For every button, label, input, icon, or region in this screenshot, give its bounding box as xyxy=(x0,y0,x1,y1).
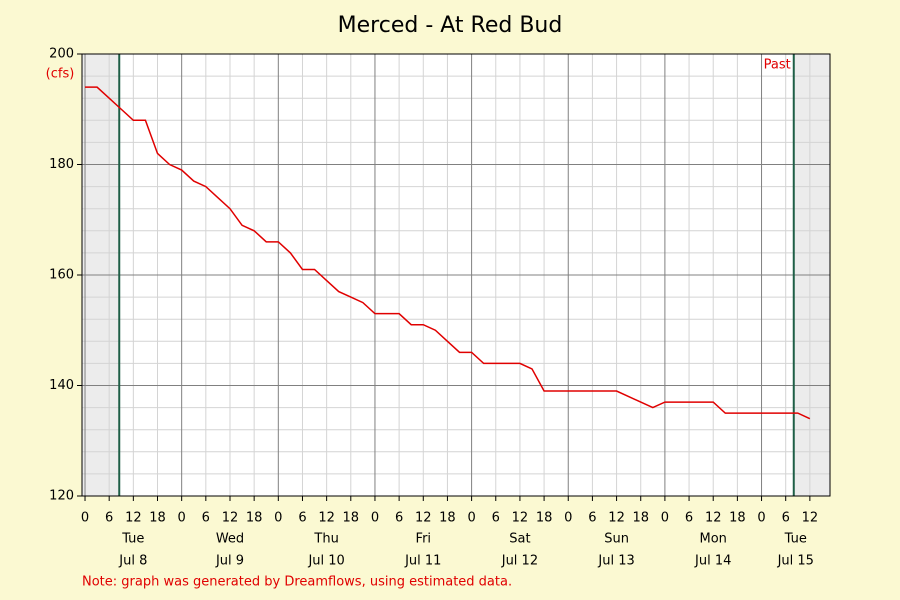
y-tick-label: 200 xyxy=(49,47,74,62)
x-date-label: Jul 11 xyxy=(404,554,441,569)
x-day-label: Thu xyxy=(313,532,338,547)
flow-line xyxy=(85,86,811,420)
x-tick-label: 18 xyxy=(729,511,746,526)
x-tick-label: 12 xyxy=(222,511,239,526)
past-label: Past xyxy=(764,58,791,73)
x-tick-label: 6 xyxy=(105,511,113,526)
x-date-label: Jul 12 xyxy=(501,554,538,569)
x-tick-label: 18 xyxy=(536,511,553,526)
x-day-label: Fri xyxy=(416,532,432,547)
x-tick-label: 18 xyxy=(632,511,649,526)
x-tick-label: 6 xyxy=(298,511,306,526)
x-tick-label: 18 xyxy=(246,511,263,526)
x-tick-label: 12 xyxy=(318,511,335,526)
x-date-label: Jul 13 xyxy=(597,554,634,569)
x-tick-label: 12 xyxy=(802,511,819,526)
chart-title: Merced - At Red Bud xyxy=(338,13,563,38)
x-tick-label: 12 xyxy=(415,511,432,526)
x-day-label: Tue xyxy=(121,532,144,547)
x-tick-label: 6 xyxy=(685,511,693,526)
x-day-label: Wed xyxy=(216,532,244,547)
x-tick-label: 0 xyxy=(371,511,379,526)
x-tick-label: 0 xyxy=(178,511,186,526)
x-tick-label: 6 xyxy=(202,511,210,526)
note: Note: graph was generated by Dreamflows,… xyxy=(82,575,512,590)
x-day-label: Mon xyxy=(700,532,727,547)
x-date-label: Jul 8 xyxy=(118,554,147,569)
plot-border xyxy=(81,53,831,497)
x-tick-label: 12 xyxy=(512,511,529,526)
y-tick-label: 140 xyxy=(49,378,74,393)
y-unit: (cfs) xyxy=(46,67,75,82)
x-tick-label: 12 xyxy=(608,511,625,526)
x-tick-label: 0 xyxy=(467,511,475,526)
x-tick-label: 12 xyxy=(705,511,722,526)
x-tick-label: 18 xyxy=(439,511,456,526)
x-tick-label: 6 xyxy=(395,511,403,526)
y-tick-label: 120 xyxy=(49,489,74,504)
x-tick-label: 0 xyxy=(661,511,669,526)
x-tick-label: 0 xyxy=(81,511,89,526)
x-tick-label: 12 xyxy=(125,511,142,526)
x-date-label: Jul 15 xyxy=(777,554,814,569)
x-date-label: Jul 10 xyxy=(307,554,344,569)
y-tick-label: 160 xyxy=(49,268,74,283)
x-date-label: Jul 9 xyxy=(215,554,244,569)
x-day-label: Tue xyxy=(784,532,807,547)
x-tick-label: 0 xyxy=(564,511,572,526)
x-day-label: Sun xyxy=(604,532,629,547)
x-tick-label: 6 xyxy=(588,511,596,526)
y-tick-label: 180 xyxy=(49,157,74,172)
x-tick-label: 18 xyxy=(149,511,166,526)
x-tick-label: 18 xyxy=(343,511,360,526)
x-tick-label: 0 xyxy=(757,511,765,526)
x-day-label: Sat xyxy=(509,532,530,547)
x-tick-label: 0 xyxy=(274,511,282,526)
x-date-label: Jul 14 xyxy=(694,554,731,569)
x-tick-label: 6 xyxy=(492,511,500,526)
x-tick-label: 6 xyxy=(782,511,790,526)
